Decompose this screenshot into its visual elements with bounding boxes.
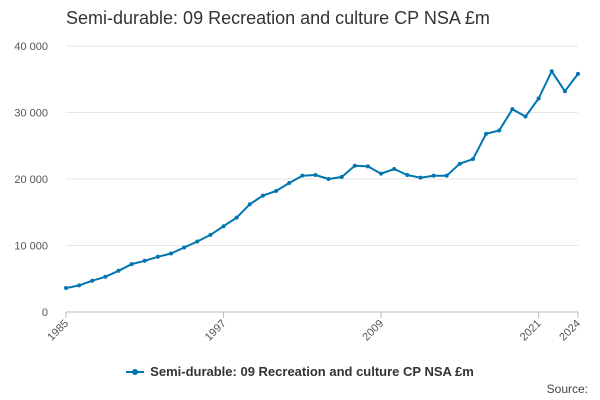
- data-point: [444, 173, 449, 178]
- data-point: [155, 254, 160, 259]
- y-tick-label: 20 000: [14, 174, 48, 186]
- source-label: Source:: [546, 382, 588, 396]
- data-point: [182, 245, 187, 250]
- data-point: [536, 96, 541, 101]
- x-tick-label: 2024: [557, 318, 583, 344]
- data-point: [576, 71, 580, 76]
- data-point: [549, 69, 554, 74]
- data-point: [195, 239, 200, 244]
- data-point: [339, 175, 344, 180]
- x-tick-label: 2021: [518, 318, 544, 344]
- data-point: [313, 173, 318, 178]
- x-tick-label: 1997: [203, 318, 229, 344]
- data-point: [484, 131, 489, 136]
- data-point: [169, 251, 174, 256]
- data-point: [260, 193, 265, 198]
- data-point: [431, 173, 436, 178]
- data-point: [497, 128, 502, 133]
- data-point: [510, 107, 515, 112]
- data-point: [247, 202, 252, 207]
- data-point: [287, 180, 292, 185]
- data-point: [103, 274, 108, 279]
- legend-swatch: [126, 367, 145, 377]
- y-tick-label: 40 000: [14, 41, 48, 53]
- data-point: [142, 258, 147, 263]
- data-point: [300, 173, 305, 178]
- data-point: [64, 286, 68, 291]
- legend-label: Semi-durable: 09 Recreation and culture …: [150, 364, 474, 379]
- y-tick-label: 0: [42, 307, 48, 319]
- data-point: [77, 283, 82, 288]
- data-point: [470, 157, 475, 162]
- data-point: [405, 173, 410, 178]
- chart-title: Semi-durable: 09 Recreation and culture …: [66, 8, 490, 28]
- data-point: [221, 224, 226, 229]
- x-tick-label: 2009: [360, 318, 386, 344]
- series-line: [65, 70, 579, 290]
- y-tick-label: 30 000: [14, 108, 48, 120]
- data-point: [562, 89, 567, 94]
- x-tick-label: 1985: [45, 318, 71, 344]
- data-point: [90, 278, 95, 283]
- data-point: [418, 175, 423, 180]
- data-point: [274, 188, 279, 193]
- y-tick-label: 10 000: [14, 241, 48, 253]
- data-point: [116, 268, 121, 273]
- data-point: [326, 177, 331, 181]
- data-point: [365, 164, 370, 169]
- data-point: [523, 114, 528, 119]
- data-point: [352, 163, 357, 168]
- data-point: [457, 161, 462, 166]
- data-point: [379, 171, 384, 176]
- legend: Semi-durable: 09 Recreation and culture …: [0, 364, 600, 380]
- data-point: [234, 215, 239, 220]
- data-point: [392, 167, 397, 172]
- data-point: [129, 262, 134, 267]
- data-point: [208, 232, 213, 237]
